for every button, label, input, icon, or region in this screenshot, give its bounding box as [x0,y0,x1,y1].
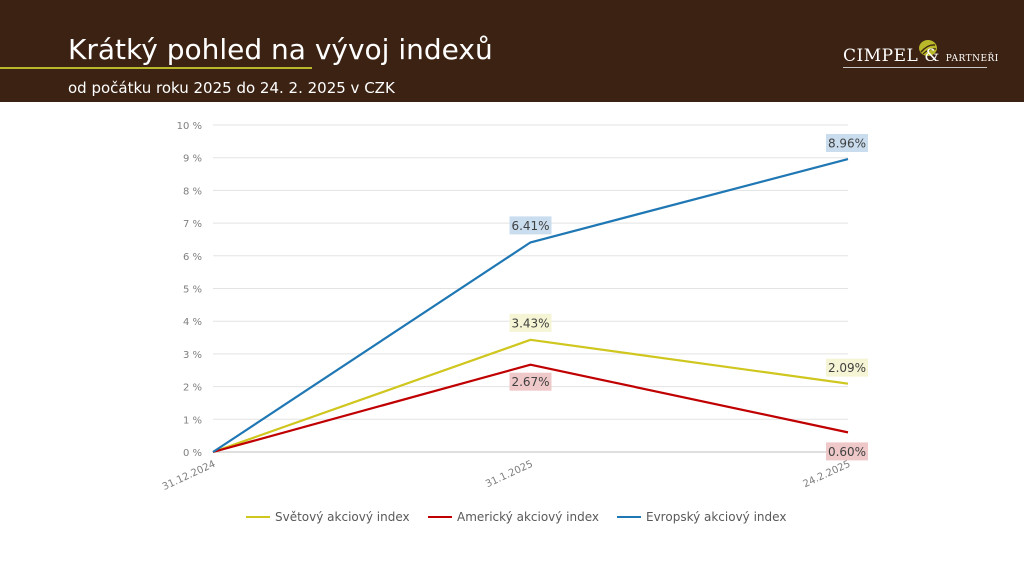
logo-wordmark: CIMPEL & PARTNEŘI [843,46,999,66]
data-label-bg [509,313,552,332]
legend-swatch-european [617,516,641,518]
legend-label-american: Americký akciový index [457,510,600,524]
slide-title: Krátký pohled na vývoj indexů [68,33,493,66]
series-line [212,157,849,453]
company-logo: CIMPEL & PARTNEŘI [843,38,998,72]
y-tick-label: 10 % [177,121,202,132]
legend-item-world: Světový akciový index [246,508,410,526]
data-label: 8.96% [828,137,866,151]
x-tick-label: 31.12.2024 [161,459,218,493]
x-axis-ticks: 31.12.2024 31.1.2025 24.2.2025 [161,459,853,493]
x-tick-label: 31.1.2025 [484,459,535,490]
y-tick-label: 8 % [183,186,202,197]
data-label: 2.09% [828,361,866,375]
logo-small: PARTNEŘI [945,54,999,64]
chart-legend: Světový akciový index Americký akciový i… [0,508,1024,526]
legend-label-european: Evropský akciový index [646,510,787,524]
data-label-bg [509,216,552,235]
y-tick-label: 6 % [183,252,202,263]
data-label: 6.41% [511,219,549,233]
x-tick-label: 24.2.2025 [801,459,852,490]
data-label-bg [826,442,868,461]
y-tick-label: 7 % [183,219,202,230]
y-tick-label: 5 % [183,285,202,296]
chart-data-labels: 3.43% 2.09% 2.67% 0.60% 6.41% 8.96% [509,134,868,461]
legend-item-american: Americký akciový index [428,508,599,526]
data-label: 3.43% [511,316,549,330]
y-tick-label: 3 % [183,350,202,361]
data-label: 2.67% [511,375,549,389]
chart-series [212,157,849,454]
logo-main: CIMPEL [843,46,919,66]
leaf-icon [919,40,937,56]
y-tick-label: 9 % [183,154,202,165]
legend-label-world: Světový akciový index [275,510,410,524]
line-chart: 0 % 1 % 2 % 3 % 4 % 5 % 6 % 7 % 8 % 9 % 10 % 31.12… [161,121,868,493]
data-label-bg [826,134,868,153]
data-label: 0.60% [828,445,866,459]
data-label-bg [509,372,552,391]
legend-item-european: Evropský akciový index [617,508,786,526]
y-tick-label: 4 % [183,317,202,328]
data-label-bg [826,358,868,377]
y-tick-label: 2 % [183,383,202,394]
chart-grid [213,124,848,453]
title-underline [0,67,312,69]
logo-amp: & [924,46,940,66]
series-line [212,338,849,454]
y-tick-label: 1 % [183,415,202,426]
y-axis-ticks: 0 % 1 % 2 % 3 % 4 % 5 % 6 % 7 % 8 % 9 % 10 % [177,121,202,459]
legend-swatch-world [246,516,270,518]
logo-underline [843,67,987,68]
slide-subtitle: od počátku roku 2025 do 24. 2. 2025 v CZ… [68,79,395,97]
slide-header: Krátký pohled na vývoj indexů od počátku… [0,0,1024,102]
legend-swatch-american [428,516,452,518]
y-tick-label: 0 % [183,448,202,459]
